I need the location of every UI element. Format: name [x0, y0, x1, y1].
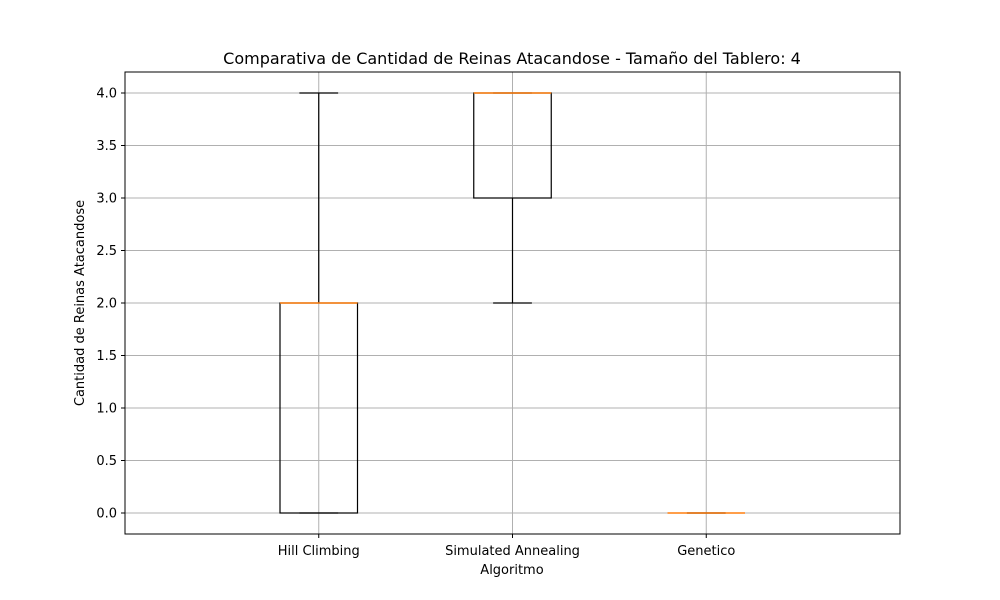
y-tick-label: 0.5 [96, 454, 117, 469]
y-tick-label: 2.5 [96, 244, 117, 259]
plot-area-frame [124, 71, 901, 535]
y-tick-label: 3.5 [96, 139, 117, 154]
x-tick-label: Simulated Annealing [445, 544, 580, 559]
y-tick-label: 1.0 [96, 402, 117, 417]
y-tick-label: 2.0 [96, 297, 117, 312]
tick-layer: 0.0 0.5 1.0 1.5 2.0 2.5 3.0 3.5 4.0 Hill Climbing… [96, 87, 735, 560]
y-tick-label: 1.5 [96, 349, 117, 364]
x-axis-label: Algoritmo [480, 563, 543, 578]
y-tick-label: 4.0 [96, 87, 117, 102]
box-layer [279, 92, 745, 514]
x-tick-label: Hill Climbing [278, 544, 360, 559]
x-tick-label: Genetico [677, 544, 735, 559]
y-tick-label: 0.0 [96, 507, 117, 522]
chart-title: Comparativa de Cantidad de Reinas Atacan… [223, 49, 801, 68]
box-simulated-annealing [473, 92, 552, 304]
box-hill-climbing [279, 92, 359, 514]
y-axis-label: Cantidad de Reinas Atacandose [73, 200, 88, 406]
y-tick-label: 3.0 [96, 192, 117, 207]
